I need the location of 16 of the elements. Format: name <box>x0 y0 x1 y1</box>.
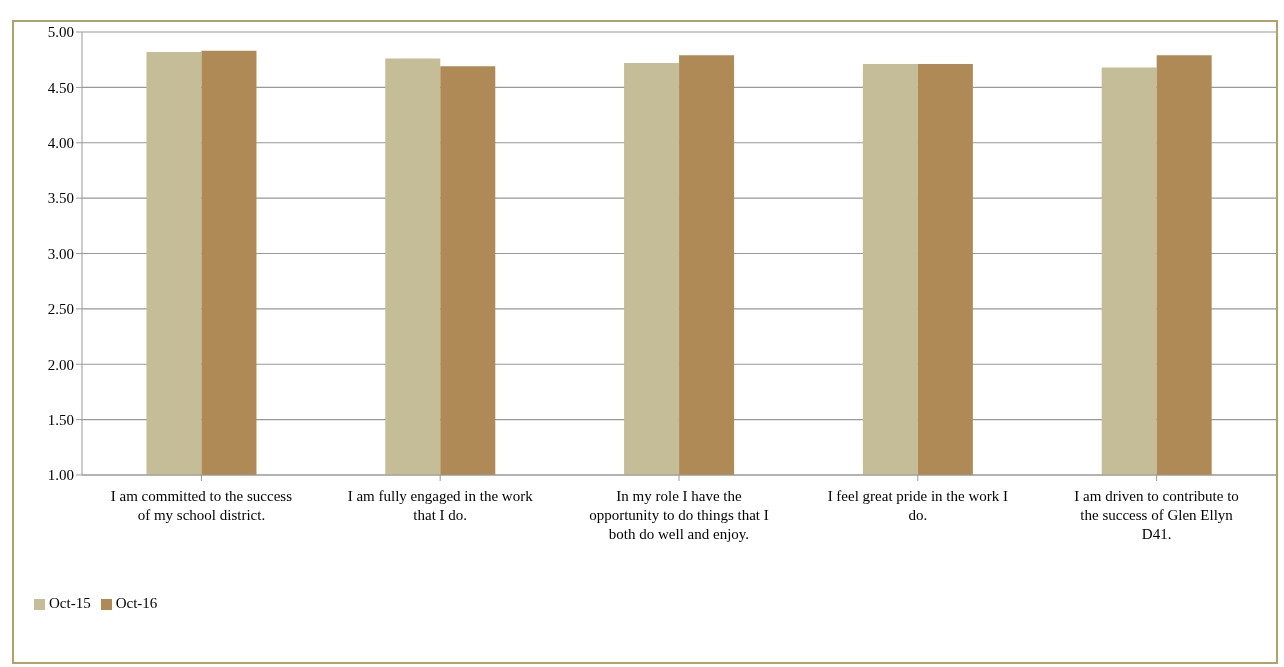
y-tick-label: 5.00 <box>47 24 74 41</box>
y-tick-label: 3.00 <box>47 245 74 262</box>
y-tick-label: 4.50 <box>47 79 74 96</box>
x-tick-label: I am driven to contribute to the success of Glen Ellyn D41. <box>1074 488 1239 542</box>
y-tick-label: 1.00 <box>47 467 74 484</box>
x-tick-label: I am fully engaged in the work that I do. <box>347 488 534 523</box>
legend-label: Oct-16 <box>115 595 158 611</box>
y-tick-label: 3.50 <box>47 190 74 207</box>
y-tick-label: 4.00 <box>47 135 74 152</box>
y-tick-label: 2.50 <box>47 301 74 318</box>
y-tick-label: 1.50 <box>47 411 74 428</box>
legend-label: Oct-15 <box>49 595 91 611</box>
x-tick-label: I feel great pride in the work I do. <box>827 488 1008 523</box>
y-tick-label: 2.00 <box>47 356 74 373</box>
x-tick-label: In my role I have the opportunity to do things that I both do well and enjoy. <box>589 488 769 542</box>
x-tick-label: I am committed to the success of my school district. <box>110 488 293 523</box>
